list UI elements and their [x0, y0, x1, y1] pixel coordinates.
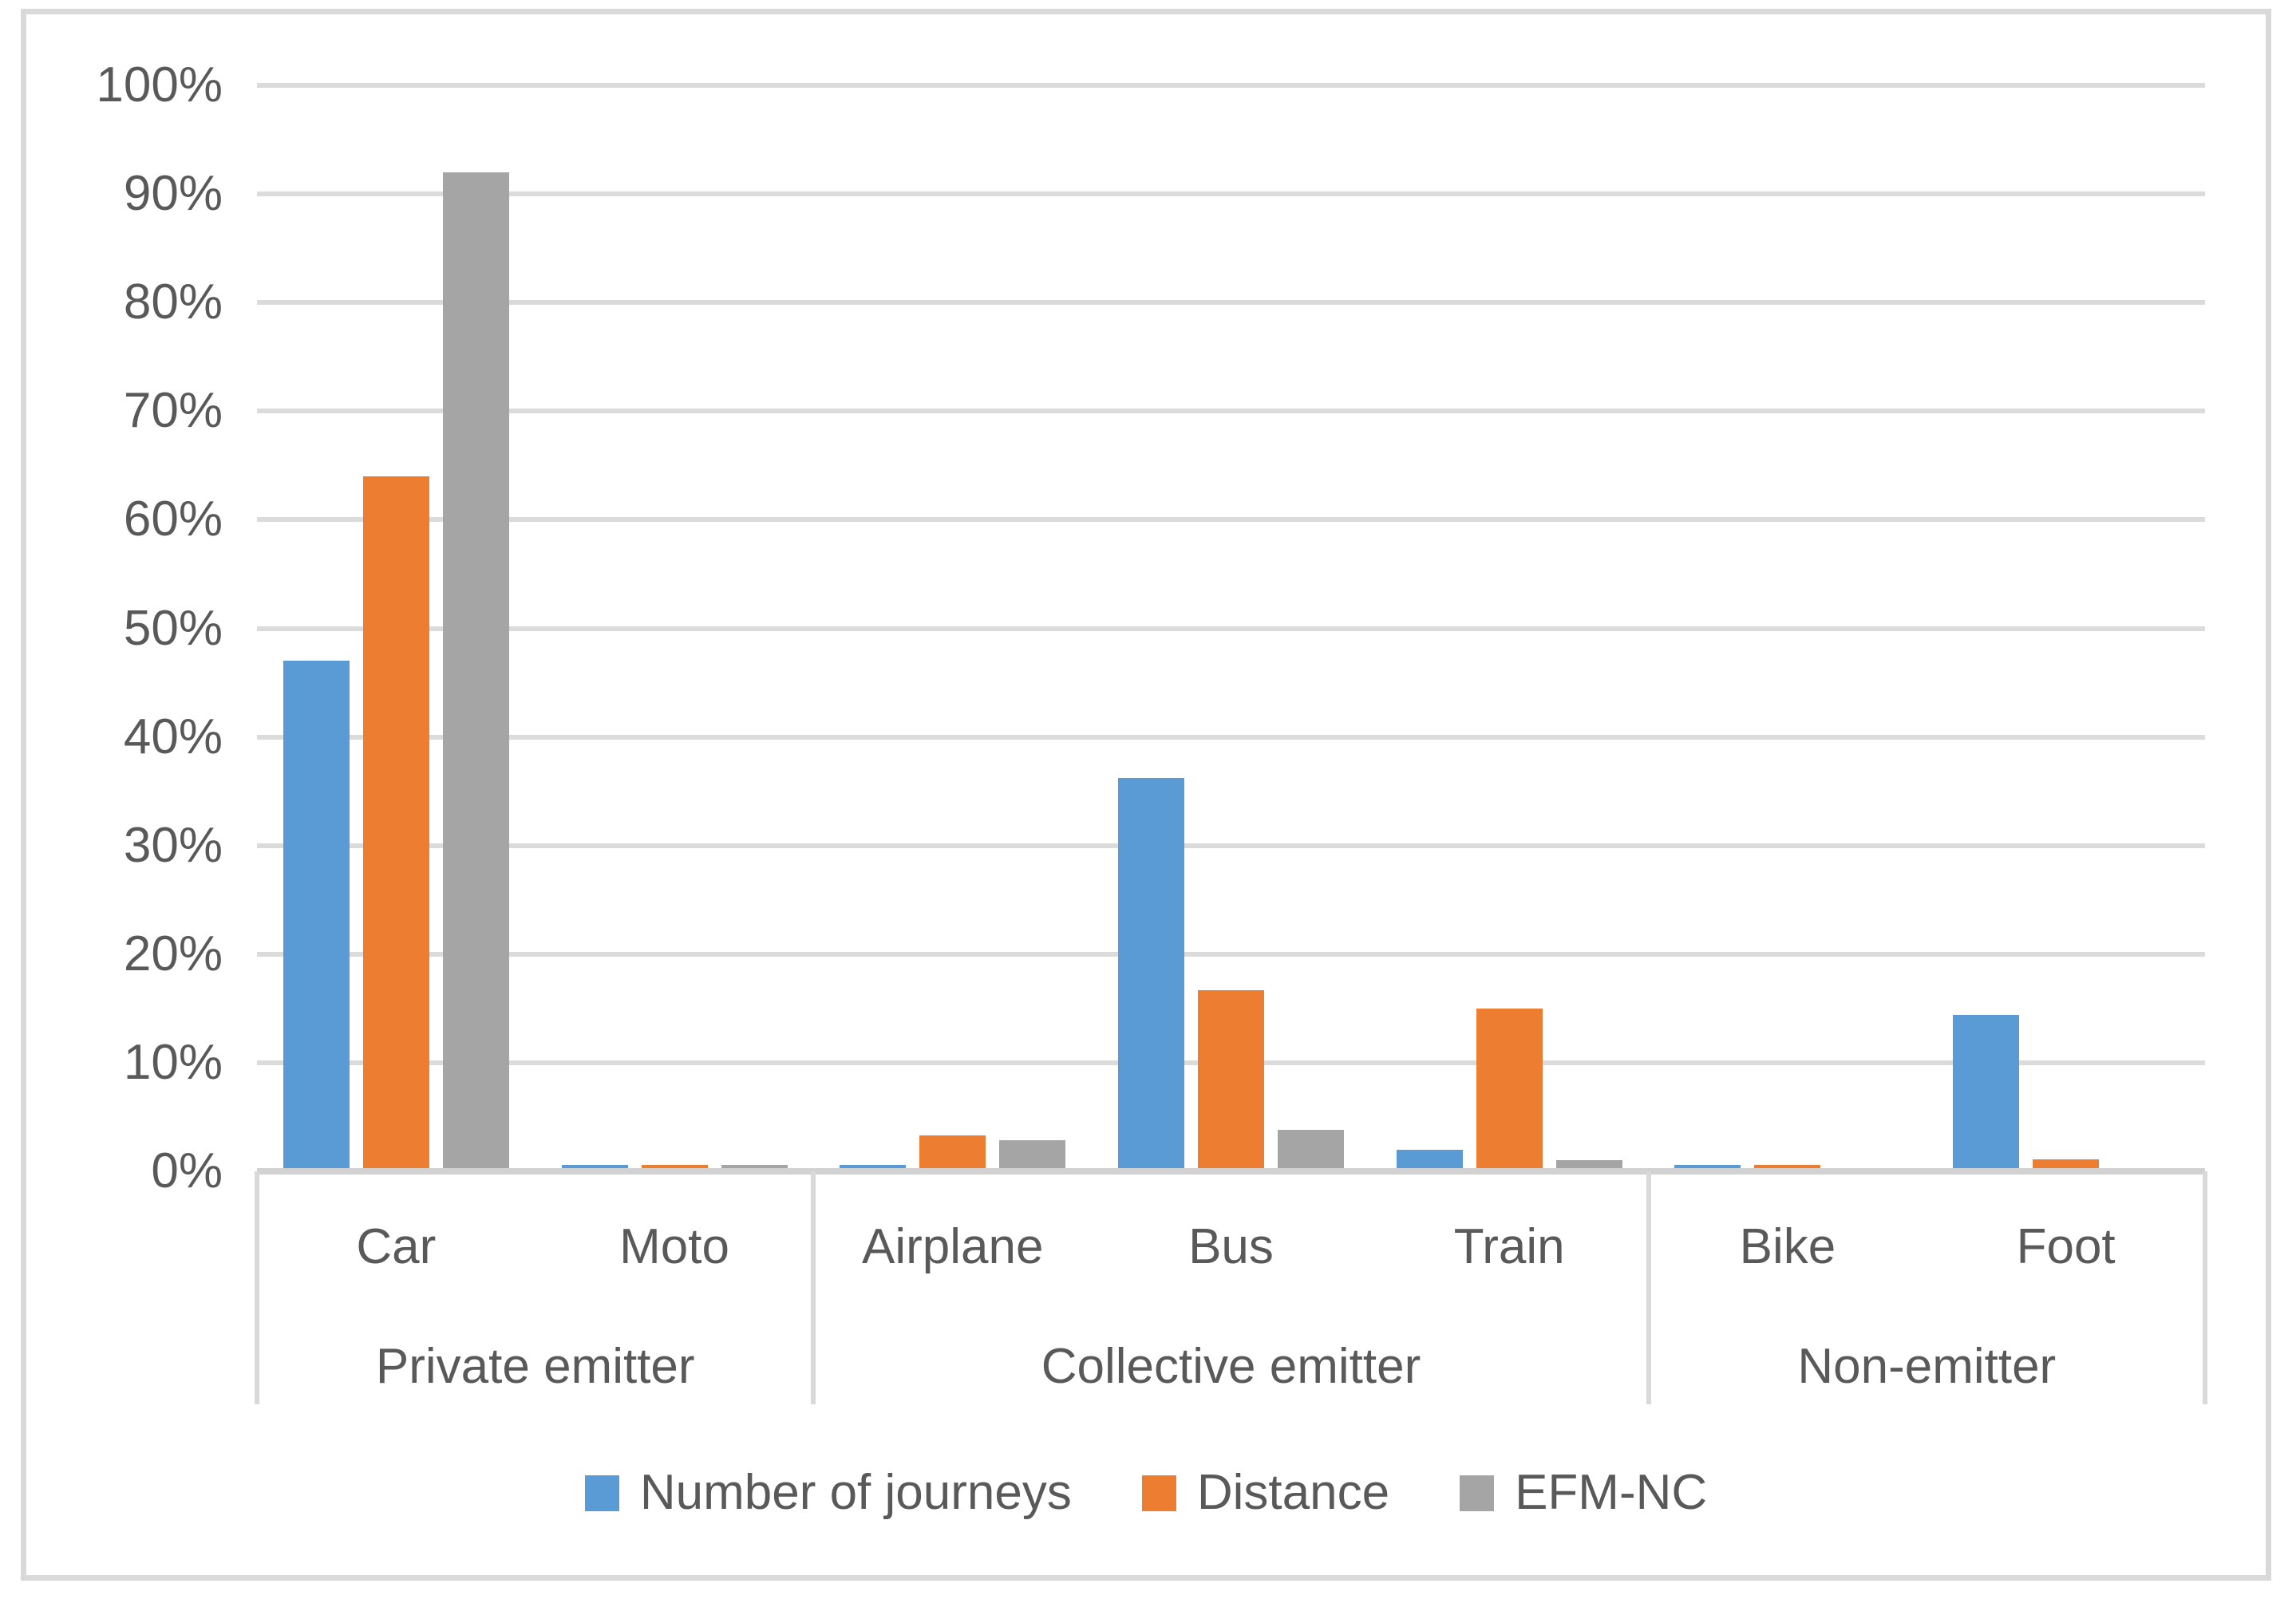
category-label-moto: Moto — [619, 1219, 729, 1274]
y-axis-tick-label: 70% — [123, 383, 223, 439]
bar-bike-distance — [1754, 1164, 1821, 1171]
group-divider — [255, 1171, 259, 1404]
legend-item-efm-nc: EFM-NC — [1460, 1468, 1707, 1518]
chart-border-frame: 0% 10% 20% 30% 40% 50% 60% 70% 80% 90% 100% Car Moto… — [21, 9, 2271, 1581]
group-label-non-emitter: Non-emitter — [1797, 1339, 2057, 1394]
category-label-car: Car — [356, 1219, 437, 1274]
bar-airplane-distance — [919, 1135, 986, 1171]
y-axis-tick-label: 10% — [123, 1034, 223, 1090]
y-axis-tick-label: 30% — [123, 817, 223, 873]
bar-bus-journeys — [1118, 778, 1184, 1171]
bar-bus-efm-nc — [1278, 1130, 1344, 1171]
bar-car-distance — [362, 476, 429, 1171]
group-divider — [1646, 1171, 1651, 1404]
category-label-train: Train — [1453, 1219, 1565, 1274]
legend-swatch-icon — [584, 1475, 619, 1511]
y-gridline — [257, 626, 2205, 631]
bar-bus-distance — [1198, 989, 1264, 1171]
bar-moto-distance — [641, 1164, 708, 1171]
y-gridline — [257, 409, 2205, 414]
group-label-private-emitter: Private emitter — [375, 1339, 695, 1394]
bar-car-efm-nc — [442, 172, 509, 1171]
legend-label: Distance — [1196, 1465, 1390, 1520]
y-gridline — [257, 734, 2205, 740]
y-axis-tick-label: 60% — [123, 492, 223, 547]
legend-item-number-of-journeys: Number of journeys — [584, 1465, 1072, 1520]
y-axis-tick-label: 50% — [123, 600, 223, 656]
x-axis-line — [257, 1168, 2205, 1175]
group-divider — [2203, 1171, 2207, 1404]
legend-swatch-icon — [1460, 1475, 1495, 1511]
y-gridline — [257, 83, 2205, 88]
y-gridline — [257, 517, 2205, 523]
y-gridline — [257, 191, 2205, 197]
bar-bike-journeys — [1674, 1164, 1741, 1171]
y-gridline — [257, 843, 2205, 848]
legend-label: Number of journeys — [639, 1465, 1072, 1520]
y-axis-tick-label: 80% — [123, 274, 223, 330]
y-gridline — [257, 951, 2205, 957]
bar-foot-journeys — [1953, 1015, 2020, 1171]
bar-moto-efm-nc — [721, 1164, 788, 1171]
bar-airplane-journeys — [840, 1164, 907, 1171]
y-axis-tick-label: 20% — [123, 926, 223, 981]
y-axis-tick-label: 0% — [151, 1143, 223, 1198]
category-label-bus: Bus — [1188, 1219, 1274, 1274]
legend-swatch-icon — [1141, 1475, 1176, 1511]
y-axis-tick-label: 100% — [96, 57, 223, 113]
bar-car-journeys — [283, 661, 350, 1171]
bar-train-journeys — [1396, 1149, 1463, 1171]
y-axis-tick-label: 40% — [123, 709, 223, 764]
legend-label: EFM-NC — [1515, 1465, 1708, 1520]
bar-moto-journeys — [561, 1164, 628, 1171]
chart-legend: Number of journeys Distance EFM-NC — [26, 1468, 2266, 1518]
y-gridline — [257, 300, 2205, 306]
bar-airplane-efm-nc — [999, 1139, 1066, 1171]
category-label-airplane: Airplane — [862, 1219, 1044, 1274]
category-label-foot: Foot — [2016, 1219, 2116, 1274]
group-divider — [811, 1171, 816, 1404]
legend-item-distance: Distance — [1141, 1465, 1390, 1520]
group-label-collective-emitter: Collective emitter — [1041, 1339, 1421, 1394]
bar-train-distance — [1476, 1008, 1543, 1171]
category-label-bike: Bike — [1739, 1219, 1836, 1274]
y-axis-tick-label: 90% — [123, 166, 223, 222]
